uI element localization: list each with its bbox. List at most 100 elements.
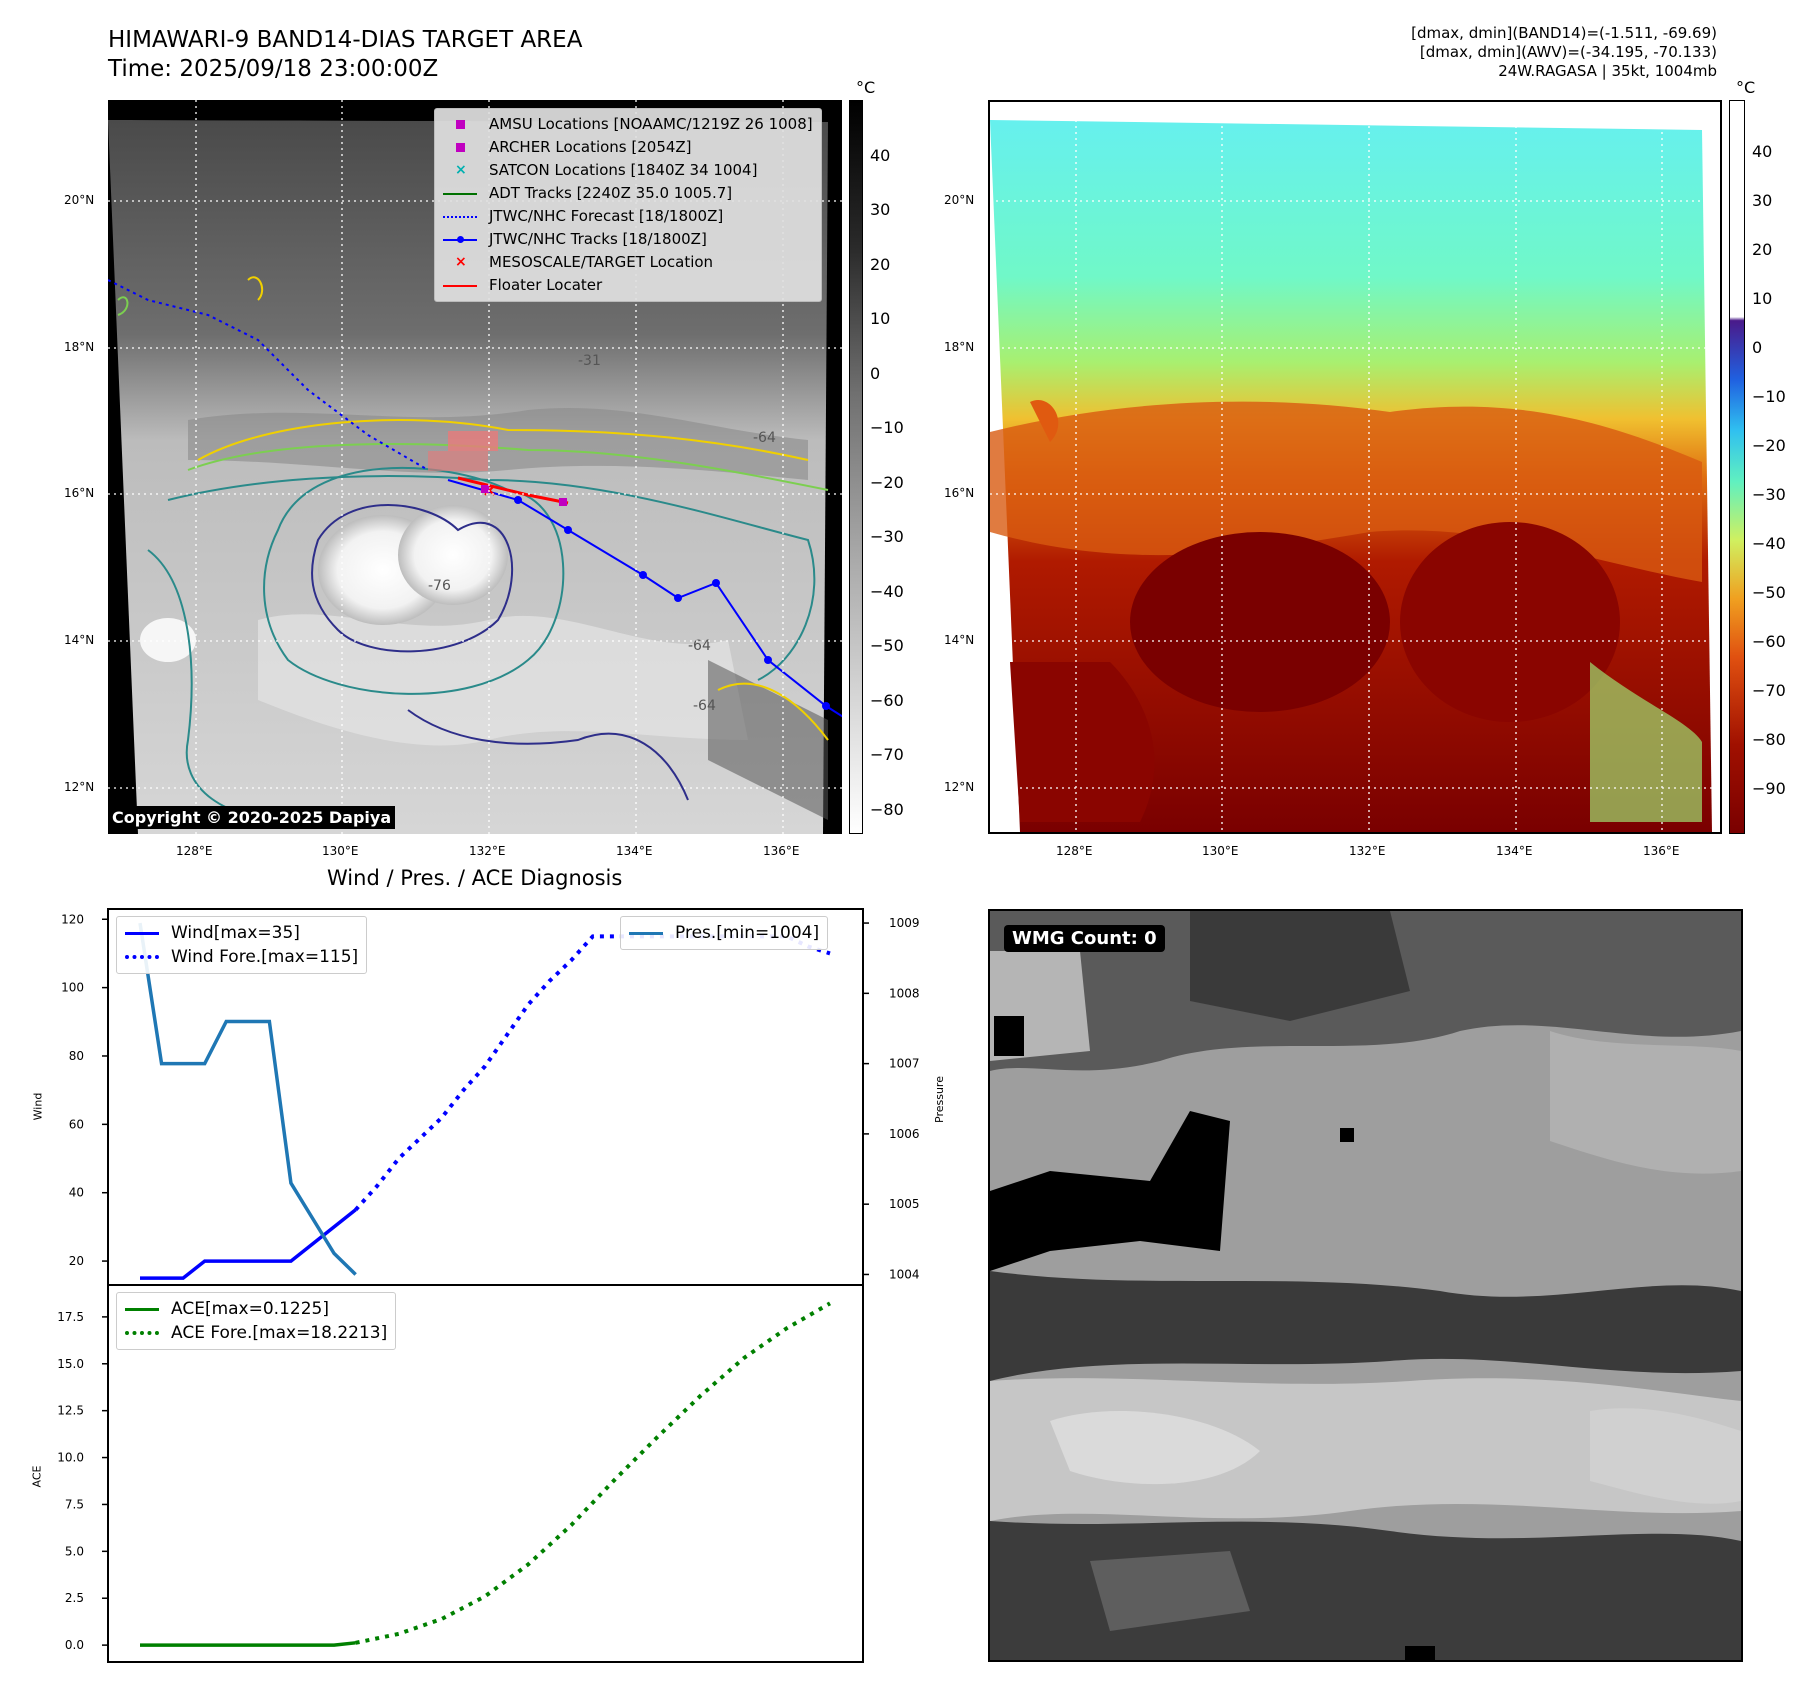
lon-label: 134°E (616, 844, 653, 858)
lat-label: 20°N (64, 193, 95, 207)
ace-series-line-0 (140, 1641, 356, 1647)
legend-label: Floater Locater (489, 276, 603, 294)
legend-label: SATCON Locations [1840Z 34 1004] (489, 161, 758, 179)
contour-label: -64 (693, 698, 716, 714)
pressure-tick-label: 1009 (889, 916, 920, 930)
series-line-2 (138, 922, 357, 1276)
legend-item: JTWC/NHC Forecast [18/1800Z] (443, 205, 813, 228)
ir-colorbar-tick: 10 (870, 309, 891, 328)
legend-label: ARCHER Locations [2054Z] (489, 138, 692, 156)
awv-colorbar-tick: 10 (1752, 289, 1773, 308)
lon-label: 132°E (469, 844, 506, 858)
stats-awv: [dmax, dmin](AWV)=(-34.195, -70.133) (1419, 43, 1717, 61)
line-dot-icon (443, 234, 477, 246)
x-marker-icon: × (455, 161, 467, 178)
legend-label: ACE Fore.[max=18.2213] (171, 1323, 388, 1343)
pressure-tick-label: 1008 (889, 986, 920, 1000)
awv-colorbar-tick: −10 (1752, 387, 1786, 406)
line-icon (443, 188, 477, 200)
ace-tick-label: 15.0 (57, 1357, 84, 1371)
lon-label: 132°E (1349, 844, 1386, 858)
wind-tick-label: 120 (61, 912, 84, 926)
lat-label: 14°N (944, 633, 975, 647)
ir-colorbar-tick: −70 (870, 745, 904, 764)
ace-tick-label: 0.0 (65, 1638, 84, 1652)
legend-label: Wind[max=35] (171, 923, 300, 943)
ir-colorbar-tick: 40 (870, 146, 891, 165)
lon-label: 134°E (1496, 844, 1533, 858)
ace-tick-label: 2.5 (65, 1591, 84, 1605)
solid-line-icon (629, 927, 663, 939)
awv-colorbar-tick: −30 (1752, 485, 1786, 504)
lat-label: 16°N (944, 486, 975, 500)
dotted-line-icon (443, 211, 477, 223)
lat-label: 18°N (944, 340, 975, 354)
ir-colorbar-tick: −10 (870, 418, 904, 437)
awv-colorbar-tick: −90 (1752, 779, 1786, 798)
legend-item: ARCHER Locations [2054Z] (443, 136, 813, 159)
lat-label: 12°N (944, 780, 975, 794)
series-line-1 (354, 934, 831, 1212)
floater-locater (457, 476, 569, 505)
awv-colorbar (1729, 100, 1745, 834)
contour-label: -76 (428, 578, 451, 594)
ace-series-line-1 (355, 1301, 831, 1645)
solid-line-icon (125, 927, 159, 939)
awv-colorbar-tick: −70 (1752, 681, 1786, 700)
legend-label: MESOSCALE/TARGET Location (489, 253, 714, 271)
legend-item: JTWC/NHC Tracks [18/1800Z] (443, 228, 813, 251)
ir-map-image: -31 -64 -76 -64 -64 × (108, 100, 842, 834)
lon-label: 130°E (1202, 844, 1239, 858)
awv-colorbar-tick: −20 (1752, 436, 1786, 455)
ir-colorbar-tick: −30 (870, 527, 904, 546)
pressure-tick-label: 1005 (889, 1197, 920, 1211)
lon-label: 128°E (176, 844, 213, 858)
ace-plot-frame (107, 1284, 864, 1663)
legend-item: Pres.[min=1004] (629, 921, 819, 945)
legend-item: × SATCON Locations [1840Z 34 1004] (443, 159, 813, 182)
legend-item: AMSU Locations [NOAAMC/1219Z 26 1008] (443, 113, 813, 136)
lat-label: 12°N (64, 780, 95, 794)
contour-label: -64 (753, 430, 776, 446)
wind-tick-label: 20 (69, 1254, 84, 1268)
legend-label: AMSU Locations [NOAAMC/1219Z 26 1008] (489, 115, 813, 133)
ir-colorbar-tick: −20 (870, 473, 904, 492)
ir-colorbar-tick: 20 (870, 255, 891, 274)
dotted-line-icon (125, 1327, 159, 1339)
legend-label: JTWC/NHC Forecast [18/1800Z] (489, 207, 724, 225)
legend-label: Pres.[min=1004] (675, 923, 820, 943)
stats-storm: 24W.RAGASA | 35kt, 1004mb (1498, 62, 1717, 80)
line-icon (443, 280, 477, 292)
ir-colorbar-tick: −80 (870, 800, 904, 819)
ir-colorbar-unit: °C (856, 78, 876, 97)
ace-tick-label: 10.0 (57, 1451, 84, 1465)
pressure-tick-label: 1006 (889, 1127, 920, 1141)
ace-tick-label: 7.5 (65, 1497, 84, 1511)
legend-label: Wind Fore.[max=115] (171, 947, 359, 967)
lat-label: 20°N (944, 193, 975, 207)
awv-colorbar-tick: −80 (1752, 730, 1786, 749)
ace-tick-label: 5.0 (65, 1544, 84, 1558)
wmg-count-badge: WMG Count: 0 (1004, 925, 1165, 952)
map-legend: AMSU Locations [NOAAMC/1219Z 26 1008] AR… (434, 108, 822, 302)
ir-colorbar-tick: −40 (870, 582, 904, 601)
legend-item: × MESOSCALE/TARGET Location (443, 251, 813, 274)
awv-colorbar-tick: −50 (1752, 583, 1786, 602)
title-line-2: Time: 2025/09/18 23:00:00Z (108, 56, 439, 82)
diagnosis-title: Wind / Pres. / ACE Diagnosis (327, 866, 623, 890)
awv-colorbar-tick: 40 (1752, 142, 1773, 161)
ace-tick-label: 17.5 (57, 1310, 84, 1324)
ir-colorbar-tick: −50 (870, 636, 904, 655)
legend-item: Wind[max=35] (125, 921, 358, 945)
wmg-panel: WMG Count: 0 (988, 909, 1743, 1662)
lat-label: 18°N (64, 340, 95, 354)
lon-label: 128°E (1056, 844, 1093, 858)
wind-tick-label: 40 (69, 1186, 84, 1200)
solid-line-icon (125, 1303, 159, 1315)
figure-title: HIMAWARI-9 BAND14-DIAS TARGET AREA Time:… (108, 26, 582, 84)
stats-band14: [dmax, dmin](BAND14)=(-1.511, -69.69) (1411, 24, 1717, 42)
legend-item: Floater Locater (443, 274, 813, 297)
lon-label: 136°E (1643, 844, 1680, 858)
lon-label: 136°E (763, 844, 800, 858)
legend-item: Wind Fore.[max=115] (125, 945, 358, 969)
